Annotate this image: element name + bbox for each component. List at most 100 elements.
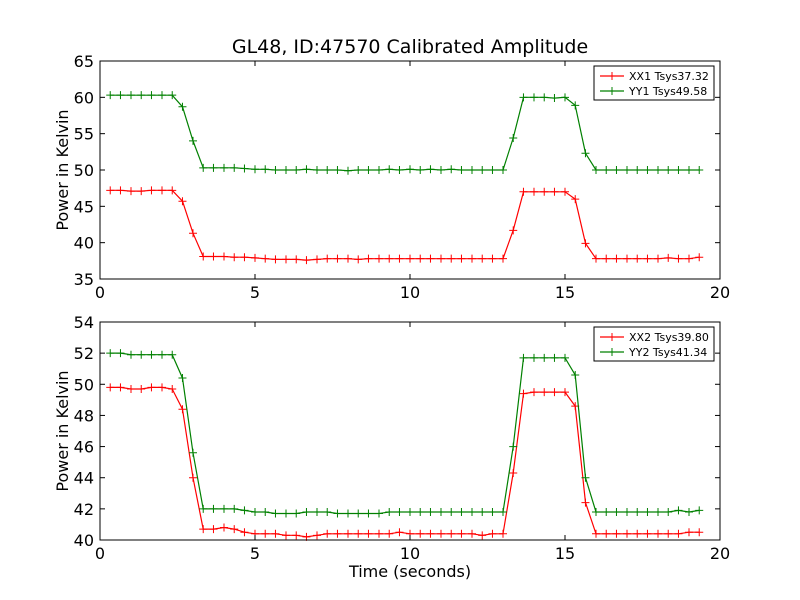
- data-point: [282, 531, 290, 540]
- data-point: [344, 529, 352, 538]
- data-point: [147, 186, 156, 195]
- data-point: [137, 384, 146, 393]
- data-point: [323, 166, 332, 174]
- legend: XX1 Tsys37.32 YY1 Tsys49.58: [593, 65, 715, 101]
- data-point: [509, 134, 518, 143]
- data-point: [685, 528, 693, 537]
- data-point: [674, 506, 683, 515]
- plot-area: 0 5 10 15 20 35 40 45 50 55 60 65 XX1 Tsys37.32 YY1 T…: [74, 52, 731, 302]
- data-point: [323, 529, 332, 538]
- data-point: [116, 91, 125, 100]
- data-point: [437, 166, 445, 174]
- data-point: [385, 165, 394, 174]
- data-point: [313, 166, 321, 174]
- data-point: [282, 255, 290, 264]
- data-point: [106, 383, 115, 392]
- data-point: [664, 507, 673, 516]
- data-point: [571, 195, 580, 204]
- series-line-1: [110, 189, 700, 261]
- data-point: [364, 254, 373, 263]
- data-point: [478, 254, 487, 263]
- data-point: [488, 507, 497, 516]
- data-point: [127, 91, 135, 100]
- data-point: [478, 507, 487, 516]
- data-point: [251, 507, 259, 516]
- data-point: [333, 254, 342, 263]
- data-point: [488, 254, 497, 263]
- data-point: [261, 529, 270, 538]
- data-point: [416, 166, 425, 174]
- data-point: [602, 166, 611, 174]
- data-point: [695, 166, 704, 174]
- data-point: [426, 165, 435, 174]
- data-point: [116, 349, 125, 358]
- data-point: [292, 531, 301, 540]
- legend-swatch-marker: [608, 333, 616, 341]
- x-tick-label: 10: [400, 283, 420, 302]
- data-point: [426, 529, 435, 538]
- legend-box: [593, 65, 715, 101]
- legend-swatch-marker: [608, 348, 616, 356]
- data-point: [519, 187, 528, 196]
- data-point: [292, 509, 301, 518]
- data-point: [127, 384, 135, 393]
- data-point: [375, 509, 383, 518]
- data-point: [406, 165, 414, 174]
- data-point: [302, 165, 311, 174]
- y-tick-label: 46: [74, 438, 94, 457]
- data-point: [189, 229, 197, 238]
- y-tick-label: 65: [74, 52, 94, 71]
- data-point: [654, 254, 662, 263]
- data-point: [344, 509, 352, 518]
- data-point: [488, 529, 497, 538]
- data-point: [416, 254, 425, 263]
- data-point: [375, 529, 383, 538]
- data-point: [468, 507, 476, 516]
- data-point: [158, 91, 166, 100]
- data-point: [654, 507, 662, 516]
- legend: XX2 Tsys39.80 YY2 Tsys41.34: [593, 326, 715, 362]
- data-point: [664, 166, 673, 174]
- data-point: [581, 498, 590, 507]
- data-point: [457, 166, 466, 174]
- data-point: [592, 166, 600, 174]
- data-point: [302, 507, 311, 516]
- data-point: [550, 94, 559, 103]
- data-point: [220, 163, 228, 172]
- data-point: [209, 252, 218, 261]
- data-point: [240, 164, 249, 173]
- legend-entry-1: XX2 Tsys39.80: [629, 331, 709, 344]
- data-point: [695, 528, 704, 537]
- data-point: [137, 350, 146, 359]
- data-point: [426, 507, 435, 516]
- y-tick-label: 55: [74, 125, 94, 144]
- data-point: [499, 166, 507, 174]
- data-point: [313, 531, 321, 540]
- data-point: [685, 507, 693, 516]
- data-point: [302, 256, 311, 265]
- data-point: [540, 93, 549, 102]
- data-point: [282, 166, 290, 174]
- x-tick-label: 20: [710, 283, 730, 302]
- data-point: [581, 473, 590, 482]
- y-tick-label: 42: [74, 500, 94, 519]
- data-point: [561, 388, 569, 397]
- data-point: [364, 529, 373, 538]
- data-point: [292, 255, 301, 264]
- data-point: [147, 350, 156, 359]
- data-point: [457, 254, 466, 263]
- data-point: [230, 163, 239, 172]
- data-point: [364, 166, 373, 174]
- y-tick-label: 50: [74, 161, 94, 180]
- data-point: [354, 509, 363, 518]
- data-point: [178, 197, 187, 206]
- data-point: [437, 529, 445, 538]
- data-point: [189, 448, 197, 457]
- data-point: [313, 507, 321, 516]
- data-point: [168, 91, 177, 100]
- data-point: [540, 187, 549, 196]
- data-point: [519, 93, 528, 102]
- data-point: [623, 529, 631, 538]
- data-point: [581, 149, 590, 158]
